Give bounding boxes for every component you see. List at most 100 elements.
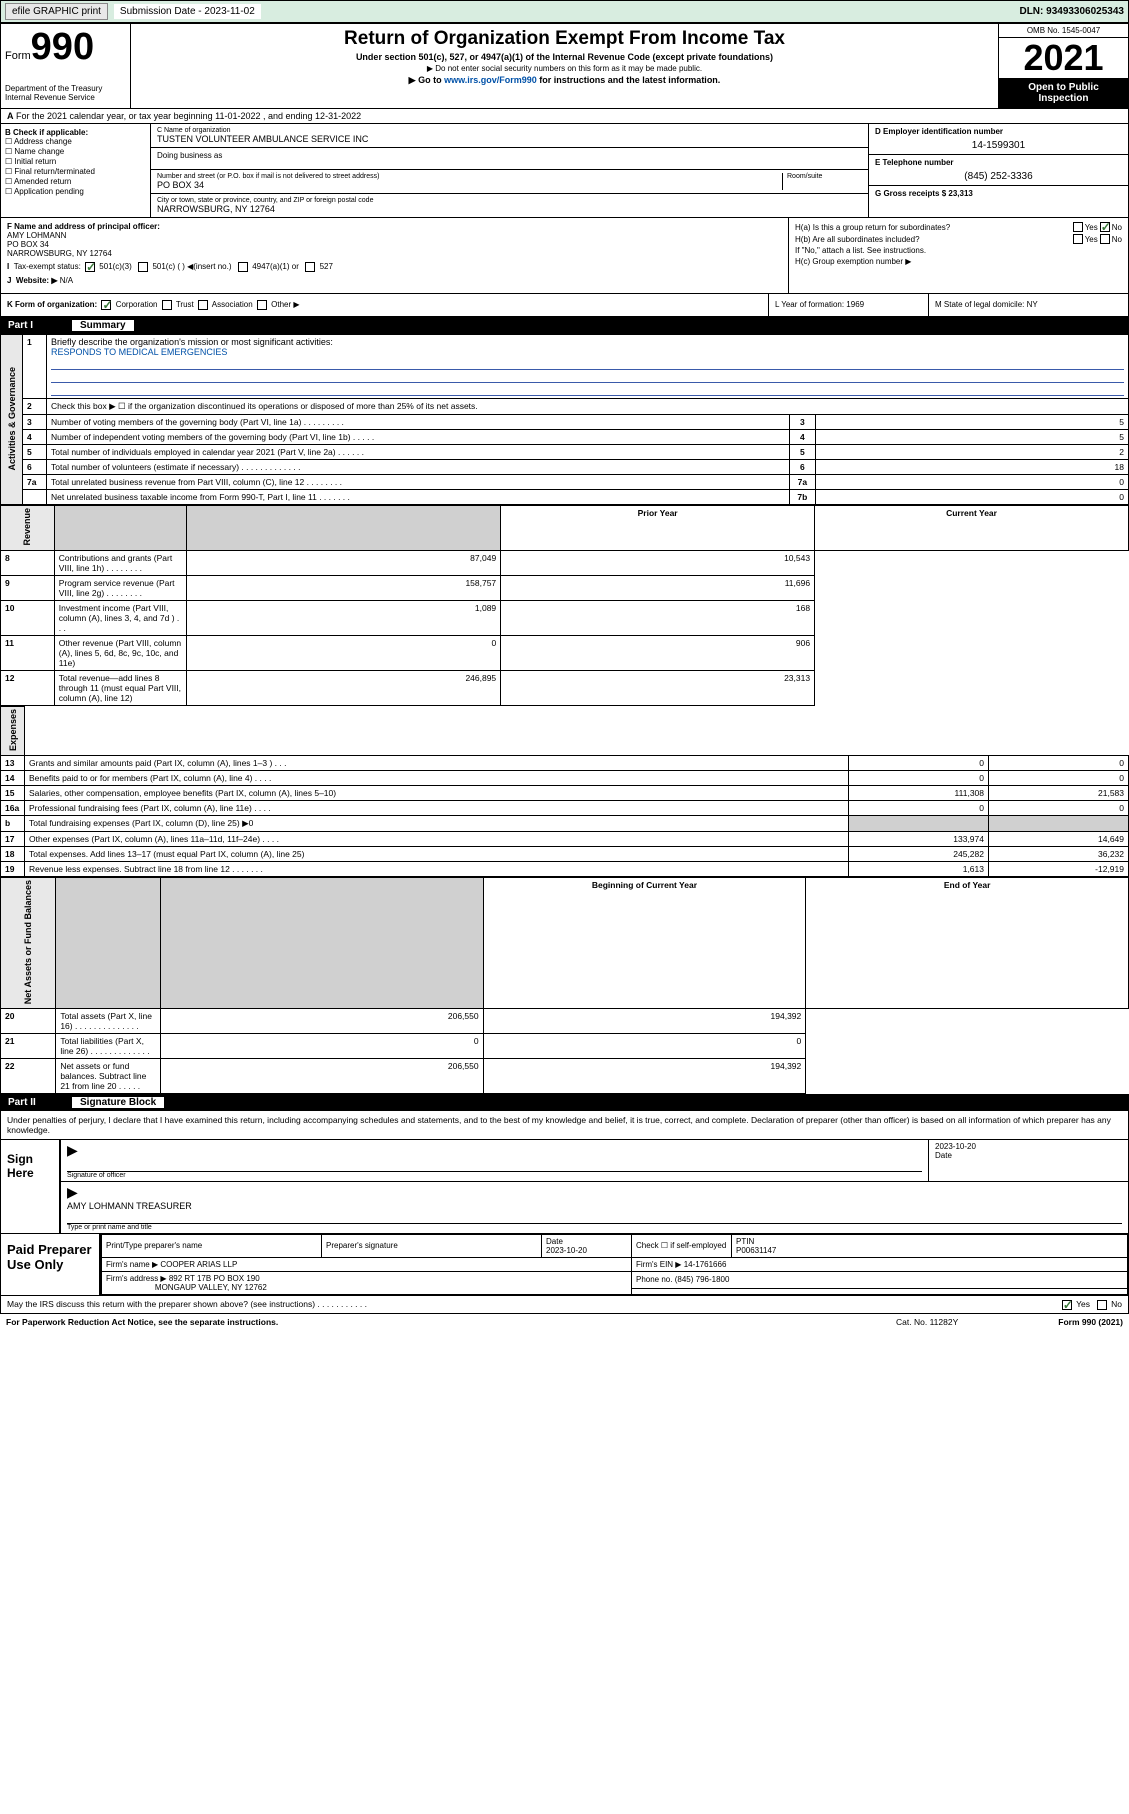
discuss-yes[interactable] bbox=[1062, 1300, 1072, 1310]
summary-table: Activities & Governance 1 Briefly descri… bbox=[0, 334, 1129, 505]
line-num: 4 bbox=[23, 430, 47, 445]
j-website: J Website: ▶ N/A bbox=[7, 276, 782, 285]
part1-header: Part I Summary bbox=[0, 317, 1129, 334]
ha-yes[interactable] bbox=[1073, 222, 1083, 232]
tel: (845) 252-3336 bbox=[875, 167, 1122, 182]
chk-501c3[interactable] bbox=[85, 262, 95, 272]
line-desc: Other revenue (Part VIII, column (A), li… bbox=[54, 635, 186, 670]
sig-name: ▶ AMY LOHMANN TREASURER Type or print na… bbox=[61, 1182, 1128, 1233]
line-desc: Net unrelated business taxable income fr… bbox=[47, 490, 790, 505]
col-d: D Employer identification number 14-1599… bbox=[868, 124, 1128, 217]
line-desc: Investment income (Part VIII, column (A)… bbox=[54, 600, 186, 635]
prior-val: 0 bbox=[187, 635, 501, 670]
prep-name-lbl: Print/Type preparer's name bbox=[102, 1234, 322, 1257]
chk-trust[interactable] bbox=[162, 300, 172, 310]
prior-val: 0 bbox=[160, 1033, 483, 1058]
header-right: OMB No. 1545-0047 2021 Open to Public In… bbox=[998, 24, 1128, 108]
line-num: 10 bbox=[1, 600, 55, 635]
section-fgh: F Name and address of principal officer:… bbox=[0, 218, 1129, 294]
prior-val: 133,974 bbox=[849, 831, 989, 846]
form-title: Return of Organization Exempt From Incom… bbox=[135, 28, 994, 50]
line-val: 2 bbox=[815, 445, 1128, 460]
chk-initial[interactable]: ☐ Initial return bbox=[5, 157, 146, 166]
ha-no[interactable] bbox=[1100, 222, 1110, 232]
line-val: 0 bbox=[815, 490, 1128, 505]
chk-address[interactable]: ☐ Address change bbox=[5, 137, 146, 146]
i-tax-status: I Tax-exempt status: 501(c)(3) 501(c) ( … bbox=[7, 262, 782, 272]
prior-val: 1,613 bbox=[849, 861, 989, 876]
current-val: 11,696 bbox=[501, 575, 815, 600]
header-left: Form990 Department of the Treasury Inter… bbox=[1, 24, 131, 108]
line-desc: Total expenses. Add lines 13–17 (must eq… bbox=[25, 846, 849, 861]
line-desc: Other expenses (Part IX, column (A), lin… bbox=[25, 831, 849, 846]
line-desc: Benefits paid to or for members (Part IX… bbox=[25, 770, 849, 785]
chk-corp[interactable] bbox=[101, 300, 111, 310]
open-public: Open to Public Inspection bbox=[999, 78, 1128, 108]
current-val: 10,543 bbox=[501, 550, 815, 575]
paid-table: Print/Type preparer's name Preparer's si… bbox=[101, 1234, 1128, 1295]
irs-link[interactable]: www.irs.gov/Form990 bbox=[444, 75, 537, 85]
line-desc: Salaries, other compensation, employee b… bbox=[25, 785, 849, 800]
paperwork: For Paperwork Reduction Act Notice, see … bbox=[6, 1317, 278, 1327]
current-val: 21,583 bbox=[989, 785, 1129, 800]
current-val: 0 bbox=[989, 755, 1129, 770]
subtitle-3: ▶ Go to www.irs.gov/Form990 for instruct… bbox=[135, 75, 994, 86]
line-desc: Total unrelated business revenue from Pa… bbox=[47, 475, 790, 490]
prep-date: Date2023-10-20 bbox=[542, 1234, 632, 1257]
line-desc: Total fundraising expenses (Part IX, col… bbox=[25, 815, 849, 831]
chk-4947[interactable] bbox=[238, 262, 248, 272]
chk-name[interactable]: ☐ Name change bbox=[5, 147, 146, 156]
topbar: efile GRAPHIC print Submission Date - 20… bbox=[0, 0, 1129, 23]
discuss-no[interactable] bbox=[1097, 1300, 1107, 1310]
subtitle-2: ▶ Do not enter social security numbers o… bbox=[135, 64, 994, 73]
line-ref: 5 bbox=[789, 445, 815, 460]
mission: RESPONDS TO MEDICAL EMERGENCIES bbox=[51, 347, 1124, 357]
prep-sig-lbl: Preparer's signature bbox=[322, 1234, 542, 1257]
prior-val: 245,282 bbox=[849, 846, 989, 861]
sig-date: 2023-10-20 Date bbox=[928, 1140, 1128, 1181]
discuss-row: May the IRS discuss this return with the… bbox=[0, 1296, 1129, 1314]
ein: 14-1599301 bbox=[875, 136, 1122, 151]
line-desc: Total liabilities (Part X, line 26) . . … bbox=[56, 1033, 161, 1058]
header: Form990 Department of the Treasury Inter… bbox=[0, 23, 1129, 109]
hb-yes[interactable] bbox=[1073, 234, 1083, 244]
l-year: L Year of formation: 1969 bbox=[768, 294, 928, 316]
chk-assoc[interactable] bbox=[198, 300, 208, 310]
current-val: 194,392 bbox=[483, 1058, 806, 1093]
line-num: 16a bbox=[1, 800, 25, 815]
summary-table-2: Revenue Prior Year Current Year 8 Contri… bbox=[0, 505, 1129, 706]
paid-preparer-block: Paid Preparer Use Only Print/Type prepar… bbox=[0, 1234, 1129, 1296]
line-num: 15 bbox=[1, 785, 25, 800]
chk-527[interactable] bbox=[305, 262, 315, 272]
header-center: Return of Organization Exempt From Incom… bbox=[131, 24, 998, 108]
org-name-box: C Name of organization TUSTEN VOLUNTEER … bbox=[151, 124, 868, 148]
prior-val: 87,049 bbox=[187, 550, 501, 575]
chk-final[interactable]: ☐ Final return/terminated bbox=[5, 167, 146, 176]
line-val: 0 bbox=[815, 475, 1128, 490]
firm-ein: Firm's EIN ▶ 14-1761666 bbox=[632, 1257, 1128, 1271]
sign-here-block: Sign Here ▶ Signature of officer 2023-10… bbox=[0, 1140, 1129, 1234]
prior-val: 206,550 bbox=[160, 1008, 483, 1033]
chk-501c[interactable] bbox=[138, 262, 148, 272]
line-desc: Revenue less expenses. Subtract line 18 … bbox=[25, 861, 849, 876]
line-desc: Total number of individuals employed in … bbox=[47, 445, 790, 460]
prior-val: 111,308 bbox=[849, 785, 989, 800]
chk-pending[interactable]: ☐ Application pending bbox=[5, 187, 146, 196]
line-num: 5 bbox=[23, 445, 47, 460]
street: PO BOX 34 bbox=[157, 180, 782, 190]
org-name: TUSTEN VOLUNTEER AMBULANCE SERVICE INC bbox=[157, 134, 862, 144]
chk-other[interactable] bbox=[257, 300, 267, 310]
line-val: 18 bbox=[815, 460, 1128, 475]
row-a: A For the 2021 calendar year, or tax yea… bbox=[0, 109, 1129, 124]
line-ref: 7b bbox=[789, 490, 815, 505]
line-num: 17 bbox=[1, 831, 25, 846]
line-desc: Total number of volunteers (estimate if … bbox=[47, 460, 790, 475]
line-desc: Grants and similar amounts paid (Part IX… bbox=[25, 755, 849, 770]
line-num: 21 bbox=[1, 1033, 56, 1058]
gross-cell: G Gross receipts $ 23,313 bbox=[869, 186, 1128, 201]
line-2: Check this box ▶ ☐ if the organization d… bbox=[47, 399, 1129, 415]
chk-amended[interactable]: ☐ Amended return bbox=[5, 177, 146, 186]
side-expenses: Expenses bbox=[1, 706, 25, 755]
efile-btn[interactable]: efile GRAPHIC print bbox=[5, 3, 108, 20]
hb-no[interactable] bbox=[1100, 234, 1110, 244]
